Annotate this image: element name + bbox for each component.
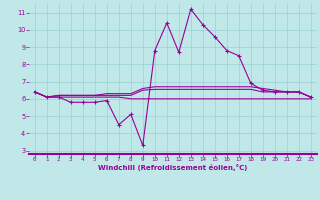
X-axis label: Windchill (Refroidissement éolien,°C): Windchill (Refroidissement éolien,°C) — [98, 164, 247, 171]
